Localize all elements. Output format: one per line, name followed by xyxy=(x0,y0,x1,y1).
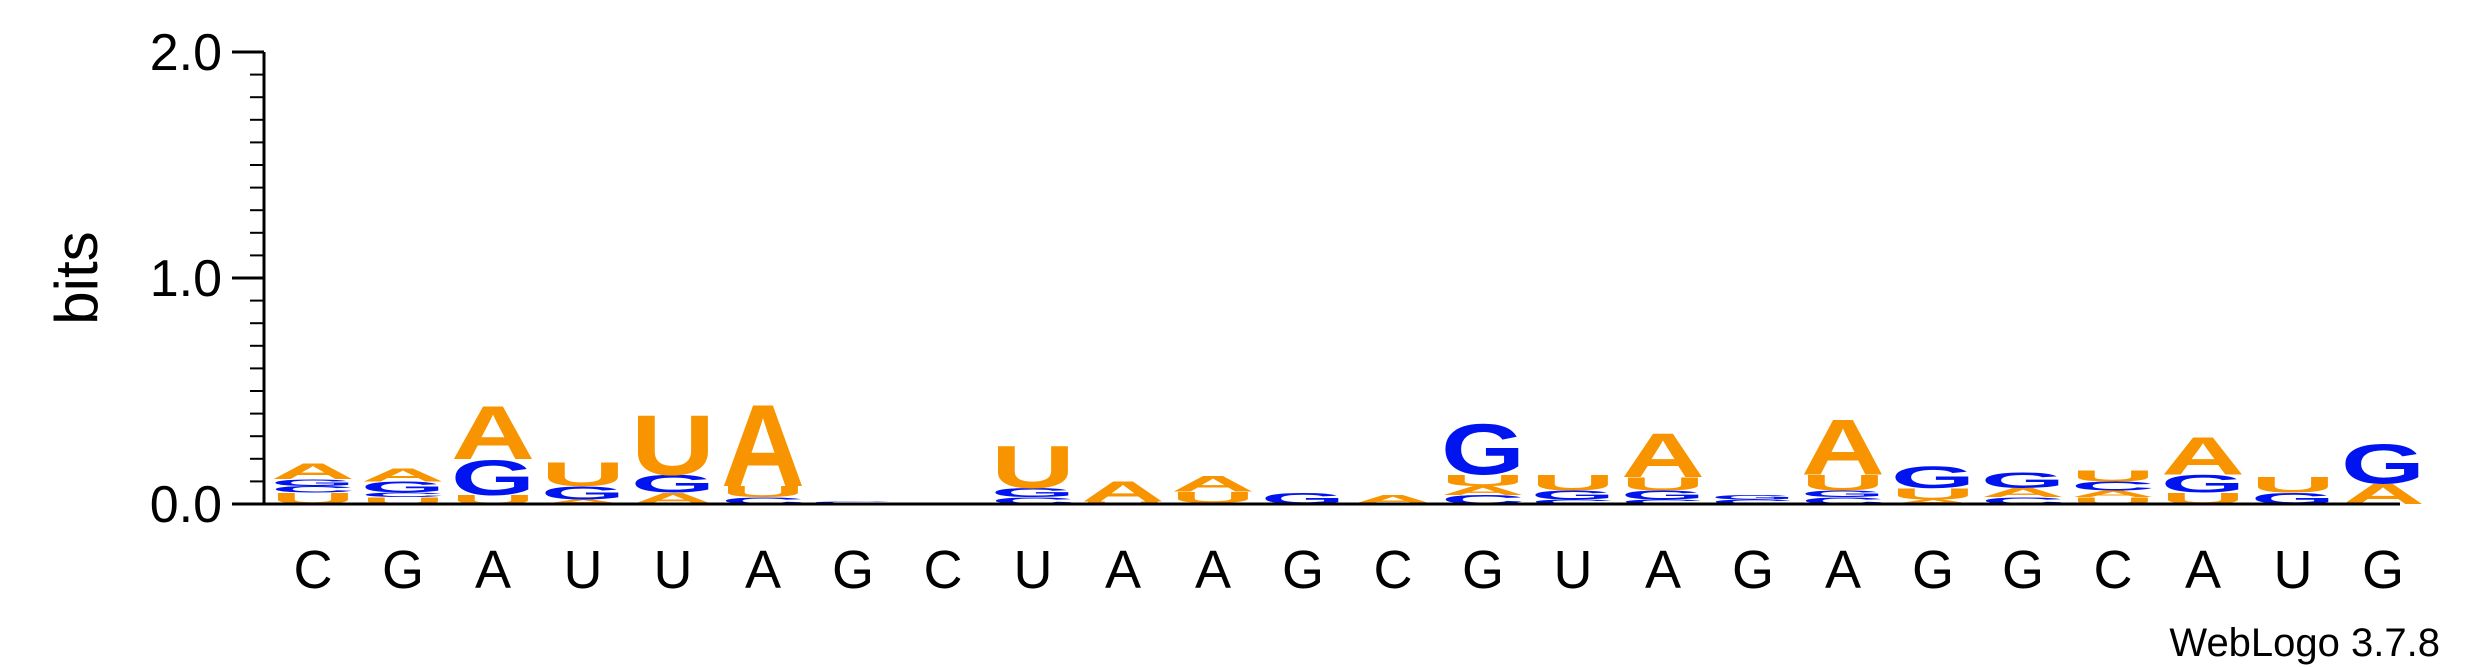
logo-letter-c: C xyxy=(361,492,445,499)
y-tick-label: 2.0 xyxy=(150,24,222,82)
logo-letter-u: U xyxy=(631,398,715,493)
logo-letter-g: G xyxy=(451,449,535,505)
logo-letter-g: G xyxy=(361,479,445,497)
logo-letter-c: C xyxy=(2071,479,2155,493)
y-tick-label: 1.0 xyxy=(150,250,222,308)
logo-letter-c: C xyxy=(1981,496,2065,507)
logo-letter-a: A xyxy=(2071,489,2155,500)
x-tick-label: C xyxy=(924,540,963,600)
x-tick-label: U xyxy=(564,540,603,600)
logo-letter-c: C xyxy=(1621,498,1705,505)
x-tick-label: A xyxy=(1195,540,1231,600)
y-axis-label: bits xyxy=(43,231,110,324)
x-tick-label: G xyxy=(1912,540,1954,600)
logo-letter-u: U xyxy=(1891,485,1975,503)
logo-letter-a: A xyxy=(1621,420,1705,491)
weblogo-credit: WebLogo 3.7.8 xyxy=(2169,621,2440,665)
x-tick-label: G xyxy=(1462,540,1504,600)
logo-letter-a: A xyxy=(1981,486,2065,500)
logo-letter-g: G xyxy=(991,486,1075,500)
logo-letter-g: G xyxy=(2161,470,2245,498)
x-tick-label: G xyxy=(2362,540,2404,600)
logo-letter-g: G xyxy=(541,483,625,504)
x-tick-label: G xyxy=(2002,540,2044,600)
logo-letter-g: G xyxy=(1981,468,2065,493)
x-tick-label: A xyxy=(475,540,511,600)
y-tick-label: 0.0 xyxy=(150,476,222,534)
logo-letter-a: A xyxy=(2161,427,2245,487)
logo-letter-a: A xyxy=(1441,484,1525,498)
x-tick-label: A xyxy=(1825,540,1861,600)
logo-letter-c: C xyxy=(1531,498,1615,505)
x-tick-label: G xyxy=(1732,540,1774,600)
y-axis: 0.0 1.0 2.0 bits xyxy=(43,24,266,534)
logo-letter-u: U xyxy=(1801,470,1885,495)
x-tick-label: G xyxy=(382,540,424,600)
x-tick-label: G xyxy=(1282,540,1324,600)
logo-letter-g: G xyxy=(1621,488,1705,502)
logo-letter-g: G xyxy=(2341,433,2425,496)
y-minor-ticks xyxy=(250,73,264,483)
logo-letter-u: U xyxy=(1621,473,1705,494)
letter-stacks: UCGAUCGAUGAAGUAGUCUAUCCGUUAGUAGACAUGCGUC… xyxy=(271,380,2425,511)
x-tick-label: A xyxy=(2185,540,2221,600)
x-tick-label: A xyxy=(1105,540,1141,600)
x-tick-label: C xyxy=(1374,540,1413,600)
logo-letter-a: A xyxy=(541,498,625,505)
logo-letter-u: U xyxy=(2071,467,2155,485)
logo-letter-u: U xyxy=(1531,470,1615,495)
x-tick-label: C xyxy=(294,540,333,600)
logo-letter-g: G xyxy=(1801,489,1885,500)
logo-letter-u: U xyxy=(1171,489,1255,507)
logo-letter-g: G xyxy=(1891,460,1975,495)
logo-letter-a: A xyxy=(1891,498,1975,505)
x-tick-label: U xyxy=(654,540,693,600)
logo-letter-u: U xyxy=(2071,496,2155,507)
logo-letter-u: U xyxy=(1441,472,1525,490)
logo-letter-a: A xyxy=(721,380,805,511)
x-tick-label: A xyxy=(745,540,781,600)
logo-letter-g: G xyxy=(1531,488,1615,502)
x-tick-label: G xyxy=(832,540,874,600)
logo-letter-a: A xyxy=(1801,404,1885,492)
logo-letter-a: A xyxy=(451,390,535,475)
x-tick-label: U xyxy=(2274,540,2313,600)
logo-letter-c: C xyxy=(1711,498,1795,505)
logo-letter-a: A xyxy=(1081,476,1165,508)
logo-letter-g: G xyxy=(631,470,715,498)
logo-letter-c: C xyxy=(1801,496,1885,507)
logo-letter-u: U xyxy=(991,434,1075,501)
logo-letter-a: A xyxy=(1171,472,1255,497)
x-tick-label: C xyxy=(2094,540,2133,600)
logo-letter-c: C xyxy=(271,484,355,495)
logo-letter-a: A xyxy=(271,459,355,484)
x-tick-label: A xyxy=(1645,540,1681,600)
logo-letter-g: G xyxy=(271,478,355,489)
logo-letter-u: U xyxy=(2251,473,2335,498)
logo-letter-a: A xyxy=(361,464,445,485)
logo-letter-c: C xyxy=(721,496,805,507)
logo-letter-u: U xyxy=(361,496,445,507)
x-tick-label: U xyxy=(1554,540,1593,600)
logo-letter-g: G xyxy=(1441,410,1525,490)
logo-letter-u: U xyxy=(721,483,805,501)
logo-letter-u: U xyxy=(541,455,625,494)
logo-letter-g: G xyxy=(1711,494,1795,501)
x-tick-label: U xyxy=(1014,540,1053,600)
logo-letter-c: C xyxy=(811,501,895,503)
logo-letter-c: C xyxy=(991,496,1075,507)
